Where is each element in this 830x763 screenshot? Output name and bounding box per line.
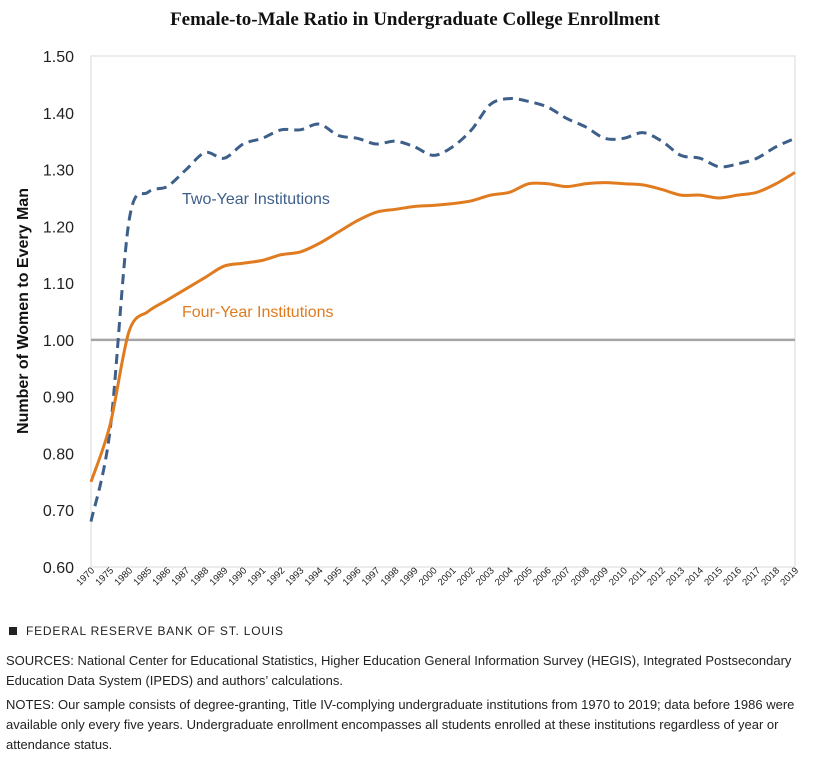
x-tick-label: 2019 — [778, 565, 801, 588]
x-tick-label: 2005 — [512, 565, 535, 588]
y-axis-label: Number of Women to Every Man — [15, 188, 32, 434]
series-line-four-year — [89, 171, 796, 483]
x-tick-label: 1980 — [112, 565, 135, 588]
y-tick-label: 0.90 — [43, 390, 74, 407]
x-tick-label: 2002 — [455, 565, 478, 588]
x-axis-ticks: 1970197519801985198619871988198919901991… — [74, 565, 801, 588]
x-tick-label: 1986 — [151, 565, 174, 588]
x-tick-label: 1975 — [93, 565, 116, 588]
y-tick-label: 0.80 — [43, 446, 74, 463]
x-tick-label: 1990 — [227, 565, 250, 588]
x-tick-label: 2018 — [759, 565, 782, 588]
series-label-two-year: Two-Year Institutions — [182, 191, 330, 208]
y-tick-label: 1.40 — [43, 106, 74, 123]
y-axis-ticks: 0.60 0.70 0.80 0.90 1.00 1.10 1.20 1.30 1.40 1.50 — [43, 49, 74, 577]
x-tick-label: 2014 — [683, 565, 706, 588]
x-tick-label: 1991 — [246, 565, 269, 588]
x-tick-label: 1994 — [303, 565, 326, 588]
x-tick-label: 1993 — [284, 565, 307, 588]
x-tick-label: 2015 — [702, 565, 725, 588]
series-label-four-year: Four-Year Institutions — [182, 304, 333, 321]
x-tick-label: 1988 — [189, 565, 212, 588]
x-tick-label: 2004 — [493, 565, 516, 588]
x-tick-label: 1987 — [170, 565, 193, 588]
brand-square-icon — [9, 627, 17, 635]
sources-note: SOURCES: National Center for Educational… — [6, 653, 792, 688]
x-tick-label: 2000 — [417, 565, 440, 588]
footer-brand: FEDERAL RESERVE BANK OF ST. LOUIS — [9, 624, 284, 638]
x-tick-label: 2006 — [531, 565, 554, 588]
x-tick-label: 2017 — [740, 565, 763, 588]
x-tick-label: 1997 — [360, 565, 383, 588]
line-chart: 0.60 0.70 0.80 0.90 1.00 1.10 1.20 1.30 1.40 1.50… — [15, 49, 801, 588]
x-tick-label: 1999 — [398, 565, 421, 588]
x-tick-label: 1989 — [208, 565, 231, 588]
x-tick-label: 1985 — [131, 565, 154, 588]
series-line-two-year — [89, 97, 796, 522]
x-tick-label: 2016 — [721, 565, 744, 588]
y-tick-label: 1.50 — [43, 49, 74, 66]
x-tick-label: 2012 — [645, 565, 668, 588]
y-tick-label: 1.20 — [43, 219, 74, 236]
x-tick-label: 1995 — [322, 565, 345, 588]
x-tick-label: 2008 — [569, 565, 592, 588]
x-tick-label: 2013 — [664, 565, 687, 588]
chart-title: Female-to-Male Ratio in Undergraduate Co… — [170, 9, 660, 30]
notes-text: NOTES: Our sample consists of degree-gra… — [6, 697, 795, 752]
x-tick-label: 1970 — [74, 565, 97, 588]
plot-area — [90, 55, 796, 568]
y-tick-label: 1.30 — [43, 163, 74, 180]
x-tick-label: 1996 — [341, 565, 364, 588]
x-tick-label: 2009 — [588, 565, 611, 588]
x-tick-label: 2011 — [627, 565, 649, 587]
brand-text: FEDERAL RESERVE BANK OF ST. LOUIS — [26, 624, 284, 638]
y-tick-label: 1.10 — [43, 276, 74, 293]
x-tick-label: 2010 — [607, 565, 630, 588]
y-tick-label: 0.60 — [43, 560, 74, 577]
y-tick-label: 0.70 — [43, 503, 74, 520]
x-tick-label: 2003 — [474, 565, 497, 588]
y-tick-label: 1.00 — [43, 333, 74, 350]
x-tick-label: 2007 — [550, 565, 573, 588]
x-tick-label: 1998 — [379, 565, 402, 588]
series-layer — [89, 97, 796, 522]
x-tick-label: 2001 — [436, 565, 459, 588]
x-tick-label: 1992 — [265, 565, 288, 588]
